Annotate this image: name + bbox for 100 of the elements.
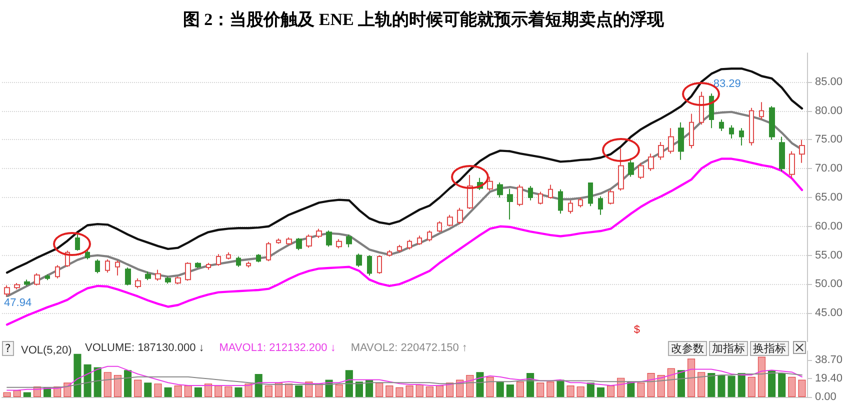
candlestick	[517, 184, 523, 207]
text: MAVOL2: 220472.150 ↑	[350, 342, 468, 354]
candlestick	[346, 234, 352, 248]
bar	[254, 374, 262, 397]
bar	[234, 387, 242, 397]
candlestick	[749, 107, 754, 146]
candlestick	[668, 128, 674, 154]
bar	[476, 372, 484, 397]
annotation: 改参数	[668, 341, 707, 356]
candlestick	[296, 237, 302, 251]
candlestick	[256, 254, 261, 263]
bar	[13, 390, 21, 397]
bar	[204, 384, 212, 397]
text: MAVOL1: 212132.200 ↓	[219, 342, 336, 354]
bar	[778, 373, 786, 397]
bar	[688, 358, 696, 397]
candlestick	[95, 258, 100, 274]
candlestick	[336, 238, 342, 249]
candlestick	[548, 184, 553, 200]
bar	[516, 382, 524, 397]
line-series	[6, 366, 802, 391]
candlestick	[699, 91, 704, 126]
bar	[74, 354, 82, 397]
bar	[104, 372, 112, 397]
candlestick	[719, 118, 724, 132]
bar	[768, 370, 776, 397]
candlestick	[437, 220, 442, 233]
candlestick	[618, 148, 624, 192]
bar	[466, 374, 474, 397]
bar	[798, 380, 806, 397]
candlestick	[628, 158, 634, 178]
candlestick	[397, 244, 402, 253]
bar	[335, 384, 343, 397]
candlestick	[24, 279, 30, 286]
candlestick	[638, 162, 644, 180]
bar	[23, 392, 31, 397]
bar	[295, 386, 303, 397]
candlestick	[417, 235, 422, 246]
annotation: $	[634, 324, 640, 337]
bar	[627, 382, 635, 397]
bar	[3, 392, 11, 397]
y-tick-label: 85.00	[815, 76, 843, 88]
candlestick	[407, 239, 412, 250]
candlestick	[125, 266, 131, 286]
bar	[174, 386, 182, 397]
candlestick	[648, 153, 654, 172]
bar	[315, 384, 323, 397]
bar	[436, 386, 444, 397]
bar	[154, 384, 162, 397]
bar	[586, 382, 594, 397]
bar	[667, 368, 675, 397]
candlestick	[266, 242, 271, 262]
bar	[345, 370, 353, 397]
annotation: ?	[2, 341, 14, 356]
candlestick	[85, 250, 90, 260]
bar	[566, 386, 574, 397]
bar	[738, 373, 746, 397]
bar	[114, 374, 122, 397]
candlestick	[326, 230, 332, 248]
candlestick	[447, 214, 453, 227]
y-tick-label: 80.00	[815, 104, 843, 117]
bar	[214, 386, 222, 397]
candlestick	[45, 274, 50, 281]
bar	[376, 382, 384, 397]
candlestick	[528, 185, 533, 201]
candlestick	[185, 262, 191, 282]
bar	[366, 380, 374, 397]
candlestick	[226, 252, 231, 260]
bar	[788, 376, 796, 397]
annotation: 83.29	[713, 78, 741, 91]
series-label: VOLUME: 187130.000 ↓	[85, 342, 204, 354]
bar	[758, 356, 766, 397]
candlestick	[427, 230, 432, 242]
bar	[244, 384, 252, 397]
candlestick	[206, 262, 211, 270]
candlestick	[568, 200, 573, 214]
bar	[386, 386, 394, 397]
y-tick-label: 65.00	[815, 192, 843, 204]
candlestick	[286, 236, 292, 246]
y-tick-label: 0.00	[815, 391, 836, 403]
y-tick-label: 38.70	[815, 354, 843, 366]
candlestick	[678, 122, 684, 160]
y-tick-label: 70.00	[815, 162, 843, 175]
bar	[396, 387, 404, 397]
candlestick	[34, 272, 40, 286]
candlestick	[377, 254, 382, 274]
bar	[718, 374, 726, 397]
candlestick	[115, 260, 120, 276]
candlestick	[578, 197, 583, 208]
bar	[556, 380, 564, 397]
bar	[355, 382, 363, 397]
line-series	[6, 68, 804, 274]
candlestick	[387, 250, 392, 257]
candlestick	[356, 253, 362, 268]
bar	[84, 364, 92, 397]
bar	[728, 376, 736, 397]
candlestick	[608, 188, 614, 205]
bar	[698, 372, 706, 397]
bar	[184, 386, 192, 397]
candlestick	[598, 196, 603, 216]
